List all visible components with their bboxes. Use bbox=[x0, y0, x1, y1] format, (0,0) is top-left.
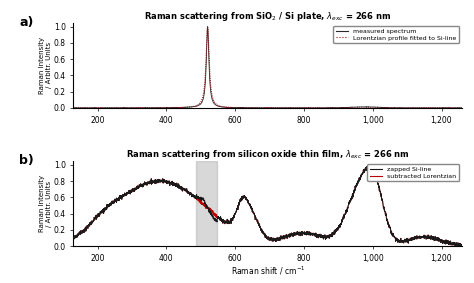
zapped Si-line bbox=[115, 198, 121, 202]
Text: b): b) bbox=[19, 154, 34, 167]
zapped Si-line bbox=[219, 220, 225, 224]
subtracted Lorentzian bbox=[410, 238, 416, 241]
measured spectrum bbox=[205, 25, 210, 28]
Lorentzian profile fitted to Si-line bbox=[410, 106, 416, 110]
zapped Si-line bbox=[452, 243, 457, 246]
X-axis label: Raman shift / cm$^{-1}$: Raman shift / cm$^{-1}$ bbox=[231, 264, 305, 277]
measured spectrum bbox=[138, 106, 144, 110]
Line: Lorentzian profile fitted to Si-line: Lorentzian profile fitted to Si-line bbox=[73, 27, 462, 108]
Lorentzian profile fitted to Si-line bbox=[205, 25, 210, 29]
measured spectrum bbox=[452, 106, 457, 110]
Lorentzian profile fitted to Si-line bbox=[71, 106, 76, 110]
Line: zapped Si-line: zapped Si-line bbox=[73, 165, 462, 246]
zapped Si-line bbox=[237, 201, 242, 205]
zapped Si-line bbox=[459, 243, 465, 246]
measured spectrum bbox=[237, 106, 242, 109]
subtracted Lorentzian bbox=[452, 243, 457, 246]
subtracted Lorentzian bbox=[367, 163, 373, 167]
Lorentzian profile fitted to Si-line bbox=[459, 106, 465, 110]
Lorentzian profile fitted to Si-line bbox=[138, 106, 144, 110]
measured spectrum bbox=[220, 105, 226, 109]
Lorentzian profile fitted to Si-line bbox=[452, 106, 457, 110]
Line: subtracted Lorentzian: subtracted Lorentzian bbox=[73, 165, 462, 246]
zapped Si-line bbox=[367, 163, 373, 167]
measured spectrum bbox=[115, 106, 121, 110]
Bar bbox=[196, 161, 217, 246]
subtracted Lorentzian bbox=[219, 220, 225, 224]
Line: measured spectrum: measured spectrum bbox=[73, 27, 462, 108]
Text: a): a) bbox=[19, 16, 34, 29]
Y-axis label: Raman Intensity
/ Arbitr. Units: Raman Intensity / Arbitr. Units bbox=[39, 37, 52, 94]
Lorentzian profile fitted to Si-line bbox=[237, 106, 242, 110]
measured spectrum bbox=[452, 106, 457, 110]
Title: Raman scattering from SiO$_2$ / Si plate, $\lambda_{exc}$ = 266 nm: Raman scattering from SiO$_2$ / Si plate… bbox=[144, 10, 392, 23]
Title: Raman scattering from silicon oxide thin film, $\lambda_{exc}$ = 266 nm: Raman scattering from silicon oxide thin… bbox=[126, 148, 410, 161]
Lorentzian profile fitted to Si-line bbox=[220, 105, 226, 108]
Legend: measured spectrum, Lorentzian profile fitted to Si-line: measured spectrum, Lorentzian profile fi… bbox=[333, 26, 459, 43]
zapped Si-line bbox=[71, 236, 76, 239]
measured spectrum bbox=[71, 106, 76, 110]
zapped Si-line bbox=[138, 183, 144, 186]
subtracted Lorentzian bbox=[455, 245, 460, 248]
subtracted Lorentzian bbox=[138, 183, 144, 186]
zapped Si-line bbox=[410, 238, 416, 241]
Lorentzian profile fitted to Si-line bbox=[115, 106, 121, 110]
subtracted Lorentzian bbox=[237, 201, 242, 205]
subtracted Lorentzian bbox=[115, 198, 121, 202]
subtracted Lorentzian bbox=[459, 243, 465, 246]
measured spectrum bbox=[459, 106, 465, 110]
Legend: zapped Si-line, subtracted Lorentzian: zapped Si-line, subtracted Lorentzian bbox=[367, 164, 459, 181]
zapped Si-line bbox=[455, 245, 460, 248]
Y-axis label: Raman Intensity
/ Arbitr. Units: Raman Intensity / Arbitr. Units bbox=[39, 175, 52, 232]
subtracted Lorentzian bbox=[71, 236, 76, 239]
measured spectrum bbox=[410, 106, 416, 110]
